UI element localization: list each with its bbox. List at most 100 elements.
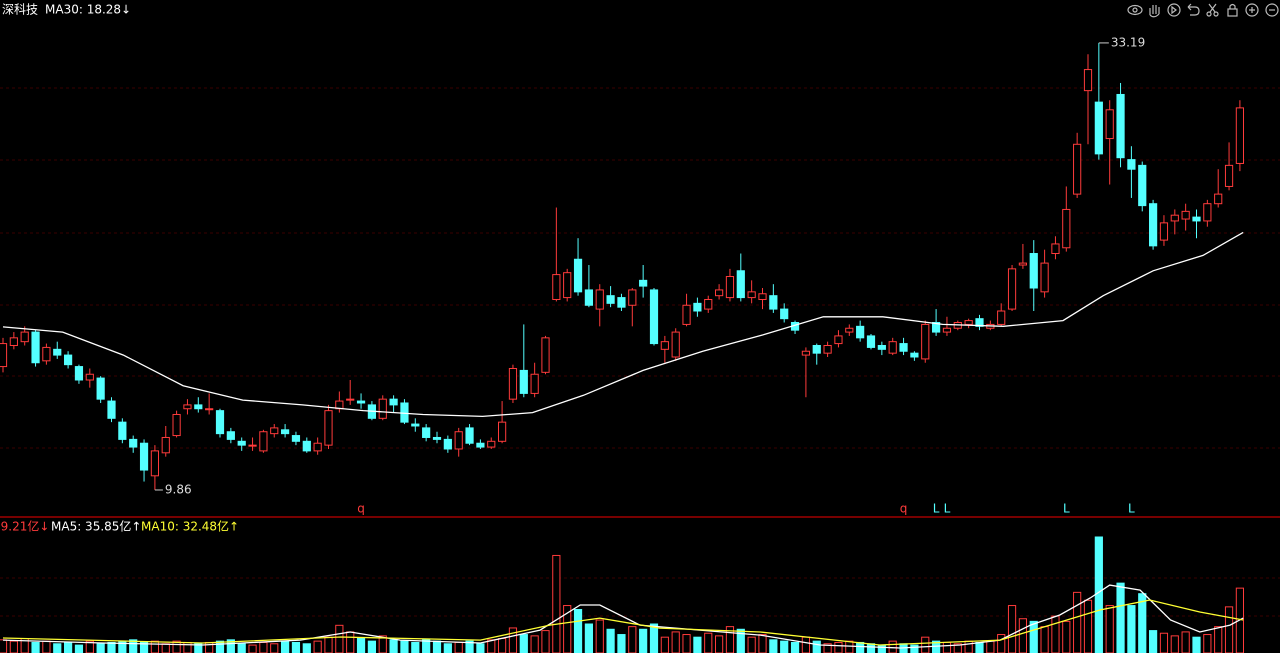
volume-bar (400, 640, 409, 653)
hand-icon[interactable] (1149, 5, 1160, 18)
volume-bar (1040, 626, 1049, 653)
candle-body (801, 350, 810, 356)
candle-body (508, 367, 518, 400)
volume-bar (964, 640, 973, 653)
volume-bar (96, 643, 105, 653)
candle-body (823, 344, 832, 354)
candle-body (1235, 107, 1245, 164)
candle-body (725, 276, 735, 299)
candle-body (118, 421, 127, 440)
vol-ma10-label: MA10: 32.48亿↑ (141, 519, 239, 534)
volume-bar (346, 631, 355, 653)
candle-body (215, 410, 225, 435)
volume-bar (378, 635, 387, 653)
candle-body (758, 293, 767, 301)
volume-bar (617, 634, 626, 653)
candle-body (932, 322, 941, 333)
candle-body (259, 431, 268, 452)
volume-bar (356, 638, 366, 653)
volume-bar (997, 634, 1006, 653)
candle-body (356, 400, 366, 404)
candle-body (139, 442, 149, 471)
candle-body (20, 331, 29, 343)
volume-bar (443, 643, 452, 653)
volume-bar (845, 640, 854, 653)
volume-bar (715, 635, 724, 653)
candle-body (389, 398, 398, 406)
candle-body (639, 279, 648, 287)
candle-body (248, 444, 257, 447)
eye-icon[interactable] (1127, 4, 1143, 16)
candle-body (443, 438, 452, 450)
play-icon[interactable] (1167, 3, 1181, 17)
candle-body (888, 341, 897, 354)
undo-icon[interactable] (1187, 3, 1200, 16)
candle-body (411, 423, 420, 427)
candle-body (74, 366, 84, 381)
candle-body (1083, 69, 1093, 92)
volume-bar (1094, 536, 1103, 653)
scissors-icon[interactable] (1206, 3, 1219, 17)
volume-bar (248, 644, 257, 653)
candle-body (519, 369, 528, 394)
zoom-in-icon[interactable] (1245, 3, 1259, 17)
candle-body (812, 344, 821, 354)
volume-bar (270, 643, 279, 653)
signal-marker: L (933, 502, 940, 516)
volume-bar (1214, 626, 1223, 653)
candle-body (0, 343, 8, 368)
volume-bar (432, 640, 442, 653)
candle-body (997, 310, 1006, 325)
volume-bar (747, 636, 756, 653)
volume-bar (769, 639, 778, 653)
candle-body (53, 348, 62, 356)
volume-bar (1127, 605, 1136, 653)
candle-body (704, 299, 713, 310)
candle-body (1192, 216, 1201, 222)
candle-body (1073, 143, 1082, 195)
candle-body (617, 297, 626, 308)
candle-body (454, 431, 463, 450)
volume-bar (1073, 591, 1082, 653)
volume-bar (150, 640, 160, 653)
volume-bar (856, 641, 865, 653)
vol-ma5-label: MA5: 35.85亿↑ (51, 519, 141, 534)
volume-bar (1181, 631, 1190, 653)
candle-body (346, 398, 355, 401)
volume-bar (519, 634, 528, 653)
candle-body (1094, 101, 1103, 155)
candle-body (313, 442, 322, 452)
volume-bar (660, 636, 669, 653)
zoom-out-icon[interactable] (1265, 3, 1279, 17)
volume-bar (74, 644, 84, 653)
volume-bar (1170, 635, 1179, 653)
stock-name: 深科技 (2, 3, 38, 17)
candle-body (856, 325, 865, 339)
volume-bar (1149, 630, 1158, 653)
volume-bar (573, 609, 583, 653)
signal-marker: q (357, 502, 365, 516)
candle-body (324, 410, 333, 446)
candle-body (302, 440, 311, 452)
volume-bar (1007, 605, 1017, 653)
volume-bar (411, 641, 420, 653)
candle-body (378, 398, 387, 419)
volume-bar (758, 634, 767, 653)
volume-bar (1018, 618, 1027, 653)
candle-body (769, 295, 778, 310)
volume-bar (64, 641, 73, 653)
volume-bar (1224, 606, 1234, 653)
volume-bar (1105, 605, 1114, 653)
candle-body (1149, 203, 1158, 247)
volume-bar (1051, 615, 1060, 653)
lock-icon[interactable] (1227, 3, 1238, 17)
volume-bar (313, 640, 322, 653)
signal-marker: q (900, 502, 908, 516)
candle-body (1051, 243, 1060, 255)
volume-bar (541, 630, 550, 653)
volume-bar (1029, 620, 1038, 653)
candle-body (1203, 203, 1212, 222)
volume-bar (0, 639, 8, 653)
